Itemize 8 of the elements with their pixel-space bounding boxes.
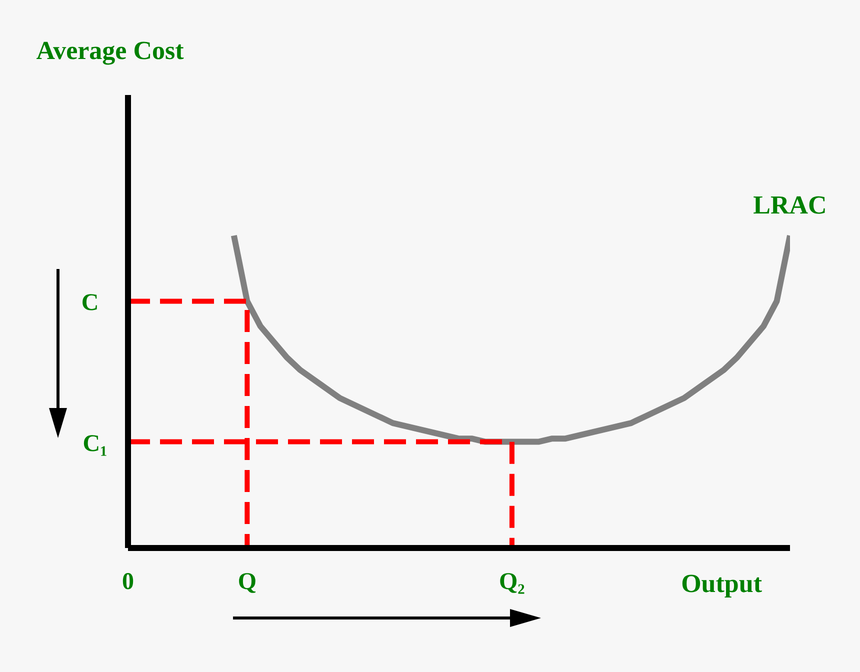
text: C₁ [82,431,108,457]
x-tick-label: 0 [122,569,134,595]
x-tick-label: Q₂ [499,569,525,595]
text: Average Cost [36,36,184,65]
text: C [81,290,99,316]
series-label: LRAC [753,190,827,220]
x-tick-label: Q [238,569,256,595]
x-axis-title: Output [681,569,762,598]
